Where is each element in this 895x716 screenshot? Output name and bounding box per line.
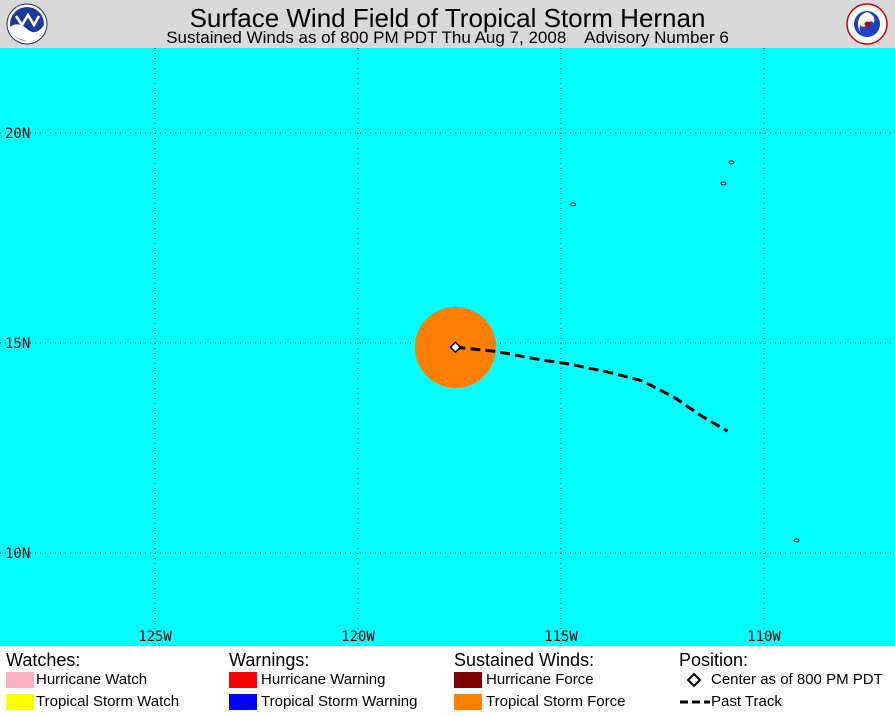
longitude-label: 120W (341, 629, 375, 645)
legend-warnings-heading: Warnings: (229, 650, 310, 670)
latitude-label: 20N (5, 126, 30, 142)
noaa-logo-icon (6, 3, 48, 45)
storm-center-diamond-icon (449, 341, 462, 354)
center-position-label: Center as of 800 PM PDT (711, 671, 883, 688)
national-weather-service-logo-icon (846, 3, 888, 45)
tropical-storm-warning-swatch (229, 694, 257, 710)
tropical-storm-watch-label: Tropical Storm Watch (36, 693, 180, 710)
hurricane-watch-label: Hurricane Watch (36, 671, 148, 688)
past-track-line (455, 345, 729, 433)
tropical-storm-force-swatch (454, 694, 482, 710)
legend-watches-heading: Watches: (6, 650, 81, 670)
latitude-labels: 20N 15N 10N (5, 126, 30, 562)
hurricane-watch-swatch (6, 672, 34, 688)
latitude-label: 15N (5, 336, 30, 352)
hurricane-warning-swatch (229, 672, 257, 688)
legend-position-heading: Position: (679, 650, 749, 670)
tropical-storm-watch-swatch (6, 694, 34, 710)
hurricane-force-swatch (454, 672, 482, 688)
tropical-storm-warning-label: Tropical Storm Warning (261, 693, 418, 710)
header: Surface Wind Field of Tropical Storm Her… (0, 0, 895, 48)
legend-sustained-winds-heading: Sustained Winds: (454, 650, 595, 670)
diamond-icon (686, 672, 702, 688)
island-mark (720, 181, 727, 186)
longitude-label: 125W (138, 629, 172, 645)
storm-map: 20N 15N 10N 125W 120W 115W 110W (0, 48, 895, 646)
tropical-storm-force-label: Tropical Storm Force (486, 693, 626, 710)
hurricane-force-label: Hurricane Force (486, 671, 594, 688)
hurricane-warning-label: Hurricane Warning (261, 671, 386, 688)
island-mark (793, 538, 800, 543)
longitude-labels: 125W 120W 115W 110W (138, 629, 781, 645)
dashed-line-icon (680, 700, 710, 704)
islands (570, 160, 800, 543)
legend: Watches: Hurricane Watch Tropical Storm … (0, 646, 895, 716)
longitude-label: 110W (747, 629, 781, 645)
page-subtitle: Sustained Winds as of 800 PM PDT Thu Aug… (166, 28, 729, 47)
longitude-label: 115W (544, 629, 578, 645)
island-mark (728, 160, 735, 165)
past-track-label: Past Track (711, 693, 782, 710)
graticule (0, 48, 895, 646)
page-title: Surface Wind Field of Tropical Storm Her… (189, 3, 706, 33)
island-mark (570, 202, 577, 207)
latitude-label: 10N (5, 546, 30, 562)
